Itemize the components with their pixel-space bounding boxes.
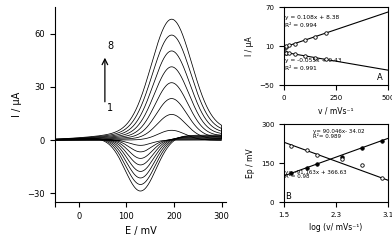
Text: y= 90.046x- 34.02: y= 90.046x- 34.02 [313, 129, 365, 134]
Text: R² = 0.994: R² = 0.994 [285, 23, 317, 27]
Text: R²= 0.98: R²= 0.98 [285, 174, 310, 180]
Text: y = 0.108x + 8.38: y = 0.108x + 8.38 [285, 15, 339, 20]
X-axis label: v / mVs⁻¹: v / mVs⁻¹ [318, 106, 354, 115]
X-axis label: E / mV: E / mV [125, 226, 156, 235]
Text: y = -0.055x + 0.43: y = -0.055x + 0.43 [285, 58, 342, 63]
Text: R² = 0.991: R² = 0.991 [285, 66, 317, 71]
Y-axis label: I / μA: I / μA [12, 92, 22, 117]
Text: 1: 1 [107, 103, 113, 114]
Y-axis label: I / μA: I / μA [245, 36, 254, 56]
Text: R²= 0.989: R²= 0.989 [313, 134, 341, 139]
Text: B: B [285, 192, 291, 201]
Y-axis label: Ep / mV: Ep / mV [247, 148, 256, 178]
Text: 8: 8 [107, 41, 113, 51]
Text: y= -91.163x + 366.63: y= -91.163x + 366.63 [285, 170, 347, 175]
X-axis label: log (v/ mVs⁻¹): log (v/ mVs⁻¹) [310, 223, 363, 232]
Text: A: A [377, 73, 383, 82]
